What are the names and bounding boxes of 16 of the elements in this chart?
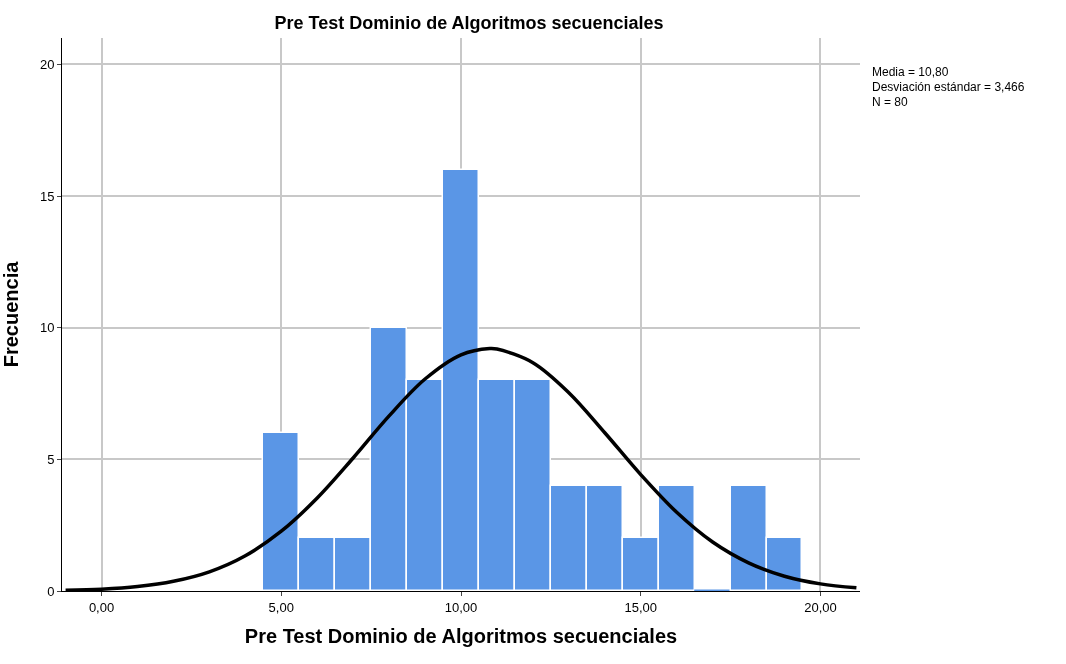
x-tick-label: 20,00: [804, 599, 837, 615]
x-tick-label: 15,00: [624, 599, 657, 615]
x-tick-label: 0,00: [88, 599, 115, 615]
x-axis-title: Pre Test Dominio de Algoritmos secuenciales: [244, 625, 678, 648]
y-tick-label: 10: [39, 320, 55, 336]
y-tick-label: 5: [47, 451, 55, 467]
y-axis-title: Frecuencia: [0, 260, 23, 368]
x-tick-label: 5,00: [268, 599, 294, 615]
text: Desviación estándar = 3,466: [872, 80, 1025, 94]
y-tick-label: 15: [39, 188, 55, 204]
y-tick-label: 20: [39, 56, 55, 72]
x-tick-label: 10,00: [444, 599, 478, 615]
y-tick-label: 0: [47, 583, 55, 599]
chart-title: Pre Test Dominio de Algoritmos secuenciales: [274, 13, 664, 34]
text: Media = 10,80: [872, 65, 949, 79]
text: N = 80: [872, 95, 909, 109]
